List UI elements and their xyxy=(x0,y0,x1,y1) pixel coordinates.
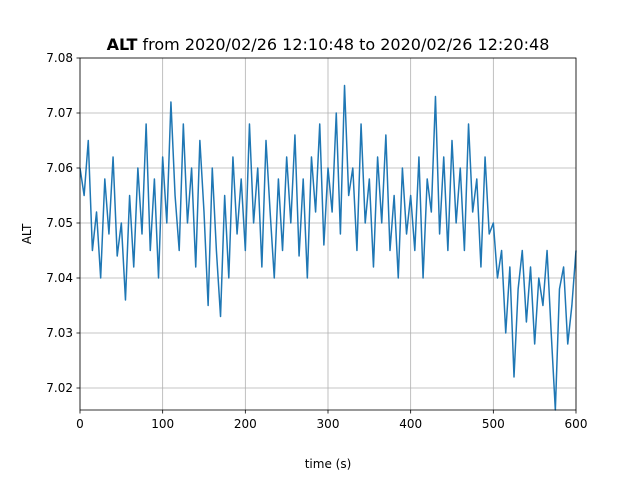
x-tick-label: 100 xyxy=(151,417,174,431)
plot-frame xyxy=(79,57,577,411)
y-tick-label: 7.05 xyxy=(46,216,73,230)
y-tick-label: 7.04 xyxy=(46,271,73,285)
x-tick-label: 400 xyxy=(399,417,422,431)
y-tick-label: 7.02 xyxy=(46,381,73,395)
title-rest: from 2020/02/26 12:10:48 to 2020/02/26 1… xyxy=(143,35,550,54)
x-tick-label: 600 xyxy=(565,417,588,431)
y-tick-label: 7.06 xyxy=(46,161,73,175)
x-tick-label: 500 xyxy=(482,417,505,431)
x-tick-label: 200 xyxy=(234,417,257,431)
y-tick-label: 7.03 xyxy=(46,326,73,340)
chart-title: ALT from 2020/02/26 12:10:48 to 2020/02/… xyxy=(107,35,550,54)
y-axis-label: ALT xyxy=(20,223,34,244)
x-tick-label: 300 xyxy=(317,417,340,431)
x-tick-label: 0 xyxy=(76,417,84,431)
y-tick-label: 7.07 xyxy=(46,106,73,120)
x-axis-label: time (s) xyxy=(305,457,352,471)
title-bold: ALT xyxy=(107,35,138,54)
data-line xyxy=(79,84,577,411)
y-tick-label: 7.08 xyxy=(46,51,73,65)
